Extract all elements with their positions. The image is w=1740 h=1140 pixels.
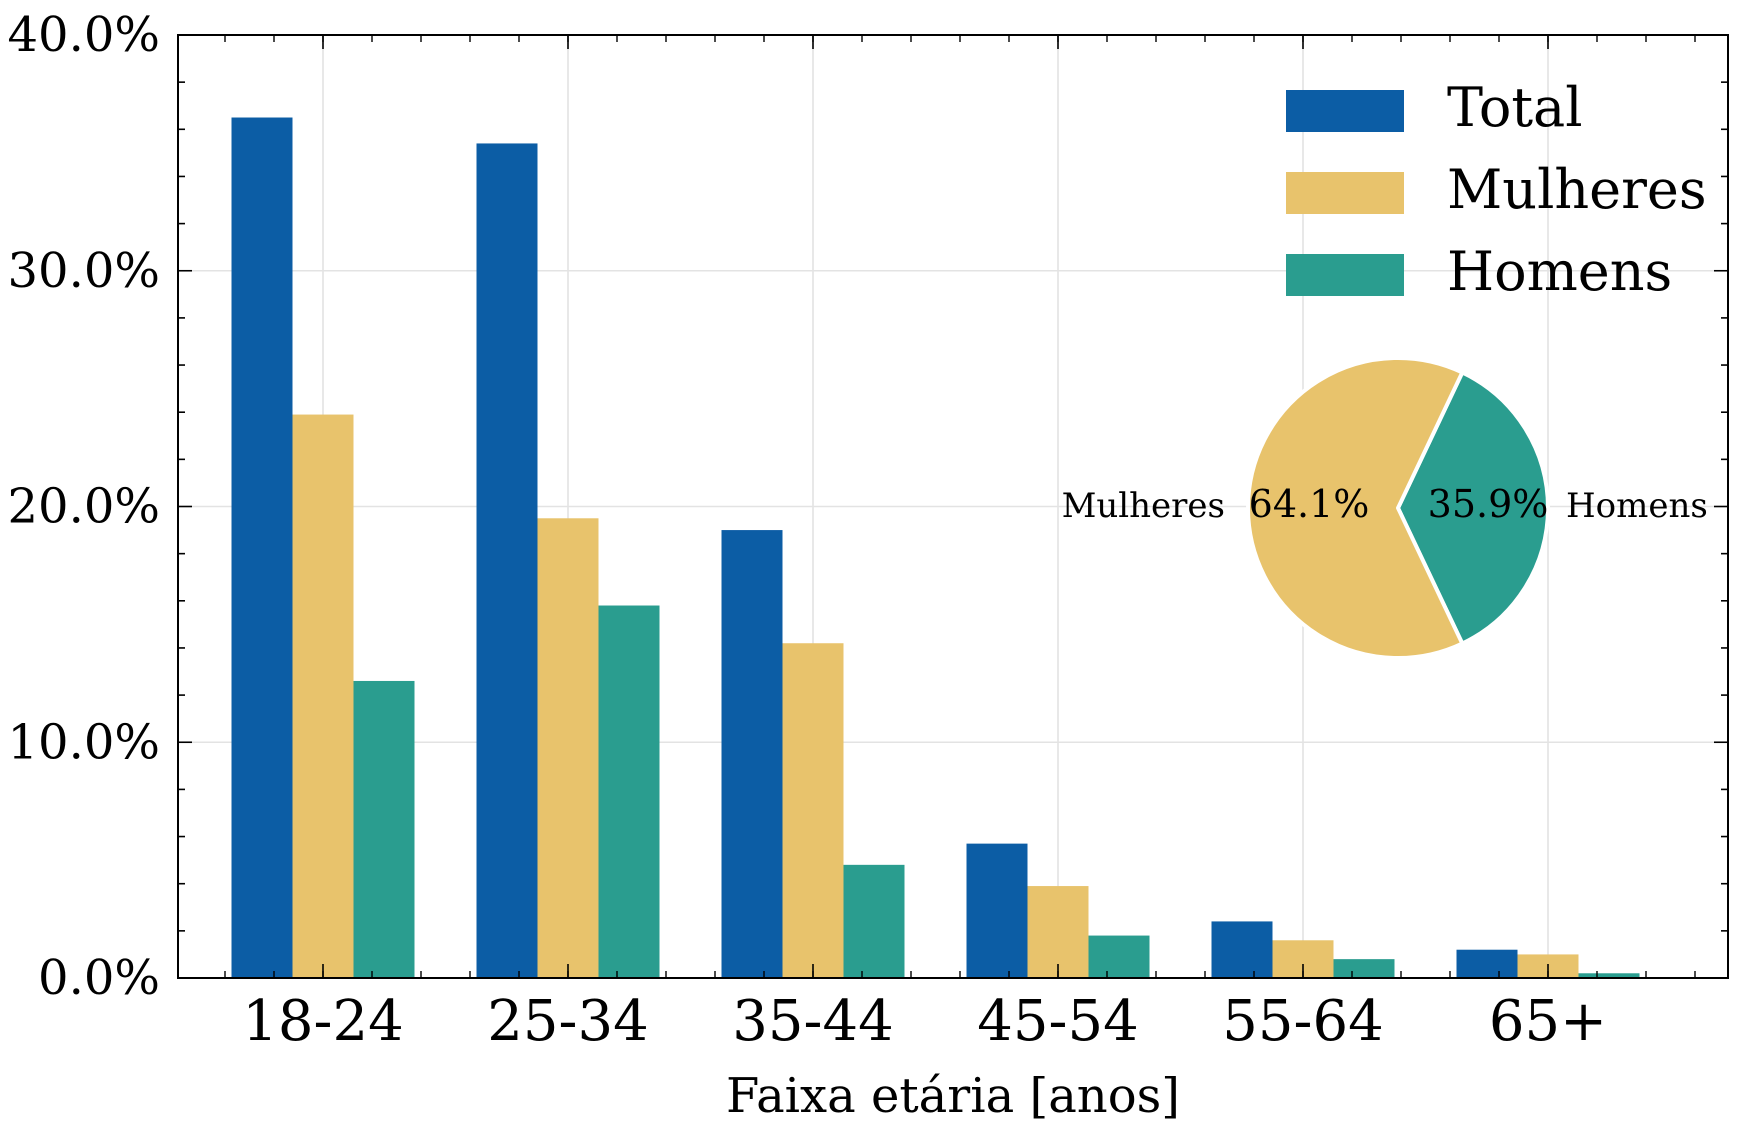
bar-mulheres-45-54 [1027, 886, 1089, 978]
bar-total-35-44 [721, 530, 783, 978]
pie-slice-mulheres [1245, 356, 1465, 660]
legend-swatch-homens [1286, 254, 1404, 296]
y-tick-label: 30.0% [8, 243, 160, 299]
x-tick-label: 65+ [1489, 989, 1607, 1054]
bar-homens-25-34 [598, 605, 660, 978]
bar-total-55-64 [1211, 921, 1273, 978]
bar-mulheres-18-24 [292, 414, 354, 978]
bar-mulheres-35-44 [782, 643, 844, 978]
bar-homens-18-24 [353, 680, 415, 978]
legend-label-homens: Homens [1447, 240, 1672, 303]
x-tick-labels: 18-24 25-34 35-44 45-54 55-64 65+ [242, 989, 1607, 1054]
bar-homens-55-64 [1333, 959, 1395, 978]
bar-homens-35-44 [843, 864, 905, 978]
pie-slice-homens [1396, 370, 1550, 646]
pie-chart-inset: Mulheres 64.1% 35.9% Homens [1062, 356, 1708, 660]
pie-pct-mulheres: 64.1% [1249, 482, 1370, 526]
y-tick-label: 40.0% [8, 7, 160, 63]
pie-label-homens: Homens [1566, 486, 1708, 526]
bar-total-18-24 [231, 117, 293, 978]
x-tick-label: 25-34 [487, 989, 648, 1054]
pie-pct-homens: 35.9% [1428, 482, 1549, 526]
bar-mulheres-25-34 [537, 518, 599, 978]
x-tick-label: 45-54 [977, 989, 1138, 1054]
bar-homens-65+ [1578, 973, 1640, 978]
pie-label-mulheres: Mulheres [1062, 486, 1225, 526]
x-tick-label: 55-64 [1222, 989, 1383, 1054]
bar-series-group [231, 117, 1640, 978]
legend-label-mulheres: Mulheres [1447, 158, 1707, 221]
legend-swatch-mulheres [1286, 172, 1404, 214]
y-tick-labels: 0.0% 10.0% 20.0% 30.0% 40.0% [8, 7, 160, 1006]
bar-total-45-54 [966, 843, 1028, 978]
axes-frame [177, 34, 1729, 979]
legend-swatch-total [1286, 90, 1404, 132]
x-axis-label: Faixa etária [anos] [726, 1068, 1180, 1124]
legend-label-total: Total [1447, 76, 1583, 139]
bar-homens-45-54 [1088, 935, 1150, 978]
x-tick-label: 18-24 [242, 989, 403, 1054]
legend: Total Mulheres Homens [1286, 76, 1707, 303]
y-tick-label: 10.0% [8, 714, 160, 770]
y-tick-label: 20.0% [8, 479, 160, 535]
y-tick-label: 0.0% [38, 950, 160, 1006]
bar-total-25-34 [476, 143, 538, 978]
bar-total-65+ [1456, 949, 1518, 978]
x-tick-label: 35-44 [732, 989, 893, 1054]
